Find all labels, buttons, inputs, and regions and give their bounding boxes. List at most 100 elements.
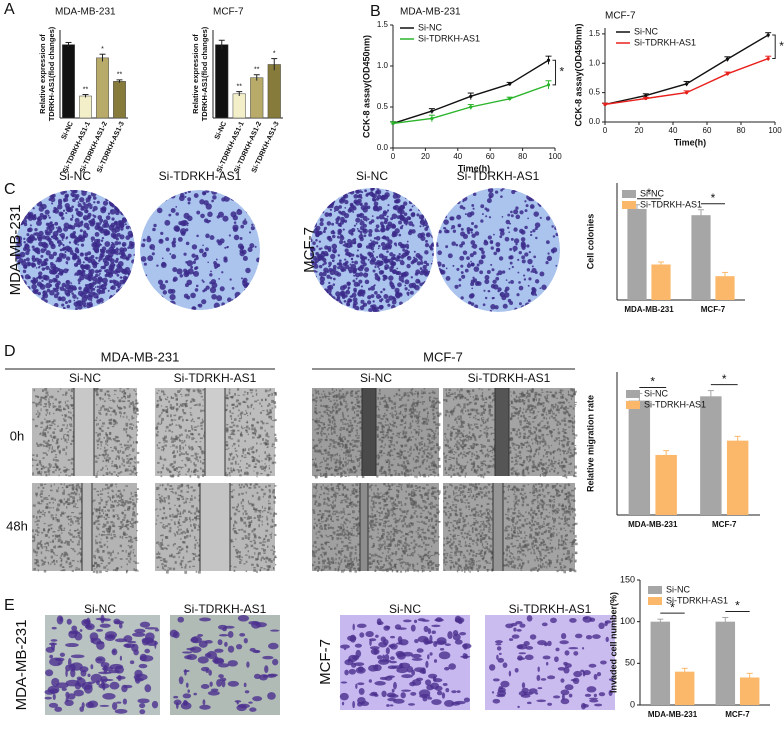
cell <box>115 557 117 558</box>
colony <box>87 251 91 255</box>
colony <box>441 203 446 208</box>
cell <box>122 459 124 462</box>
colony <box>41 191 43 193</box>
colony <box>496 248 500 252</box>
colony <box>531 291 536 296</box>
colony <box>429 186 434 191</box>
cell <box>164 445 167 447</box>
cell <box>390 442 392 444</box>
colony <box>322 210 325 213</box>
cell <box>259 455 260 456</box>
cell <box>187 498 188 499</box>
colony <box>121 204 123 206</box>
colony <box>311 301 314 304</box>
colony <box>442 296 445 299</box>
colony <box>393 190 398 195</box>
cell <box>272 491 275 494</box>
colony <box>320 247 322 249</box>
cell <box>238 410 240 412</box>
cell <box>319 411 321 413</box>
colony <box>322 263 324 265</box>
colony <box>387 209 389 211</box>
cell <box>37 527 39 529</box>
cell <box>199 446 201 448</box>
cell <box>266 569 268 571</box>
colony <box>551 197 553 199</box>
cell <box>404 444 407 446</box>
colony <box>311 189 316 194</box>
colony <box>58 268 61 271</box>
cell <box>112 524 115 527</box>
colony <box>488 235 492 239</box>
colony <box>175 212 179 216</box>
cell <box>184 403 187 404</box>
colony <box>256 199 260 203</box>
cell <box>64 528 66 530</box>
cell <box>93 555 95 558</box>
colony <box>407 303 412 308</box>
colony <box>532 229 535 232</box>
cell <box>237 555 240 558</box>
colony <box>103 201 108 206</box>
cell <box>126 416 127 419</box>
cell <box>72 388 74 389</box>
cell <box>129 470 131 472</box>
cell <box>350 424 352 426</box>
cell <box>165 406 167 408</box>
colony <box>555 224 558 227</box>
colony <box>417 194 422 199</box>
colony <box>376 256 378 258</box>
cell <box>431 437 432 440</box>
cell <box>60 500 63 502</box>
cell <box>273 553 275 555</box>
cell <box>110 400 112 401</box>
colony <box>223 258 227 262</box>
cell <box>173 466 175 467</box>
cell <box>200 441 202 442</box>
colony <box>77 225 80 228</box>
colony <box>24 201 26 203</box>
cell <box>275 439 278 442</box>
cell <box>111 473 113 475</box>
cell <box>225 449 228 450</box>
cell <box>271 418 272 420</box>
colony <box>353 205 355 207</box>
cell <box>125 485 128 486</box>
cell <box>40 540 42 541</box>
cell <box>198 389 200 392</box>
colony <box>544 309 549 314</box>
cell <box>410 446 411 449</box>
colony <box>427 214 431 218</box>
cell <box>56 555 57 556</box>
cell <box>247 398 249 399</box>
cell <box>272 420 275 421</box>
colony <box>431 309 435 313</box>
cell <box>244 510 246 512</box>
colony <box>341 235 344 238</box>
colony <box>41 302 47 308</box>
cell <box>43 528 45 531</box>
colony <box>483 303 486 306</box>
colony <box>23 190 27 194</box>
colony <box>353 275 355 277</box>
cell <box>65 439 67 442</box>
colony <box>367 300 371 304</box>
cell <box>104 544 106 546</box>
colony <box>339 259 342 262</box>
cell <box>78 517 81 519</box>
colony <box>510 262 513 265</box>
cell <box>41 422 44 425</box>
cell <box>339 408 341 410</box>
colony <box>352 269 356 273</box>
cell <box>113 522 115 523</box>
colony <box>171 254 176 259</box>
cell <box>436 444 438 446</box>
colony <box>108 213 110 215</box>
cell <box>242 505 244 507</box>
cell <box>98 524 101 525</box>
cell <box>72 570 74 572</box>
cell <box>203 389 205 390</box>
cell <box>136 434 137 436</box>
colony <box>384 192 389 197</box>
colony <box>366 245 369 248</box>
